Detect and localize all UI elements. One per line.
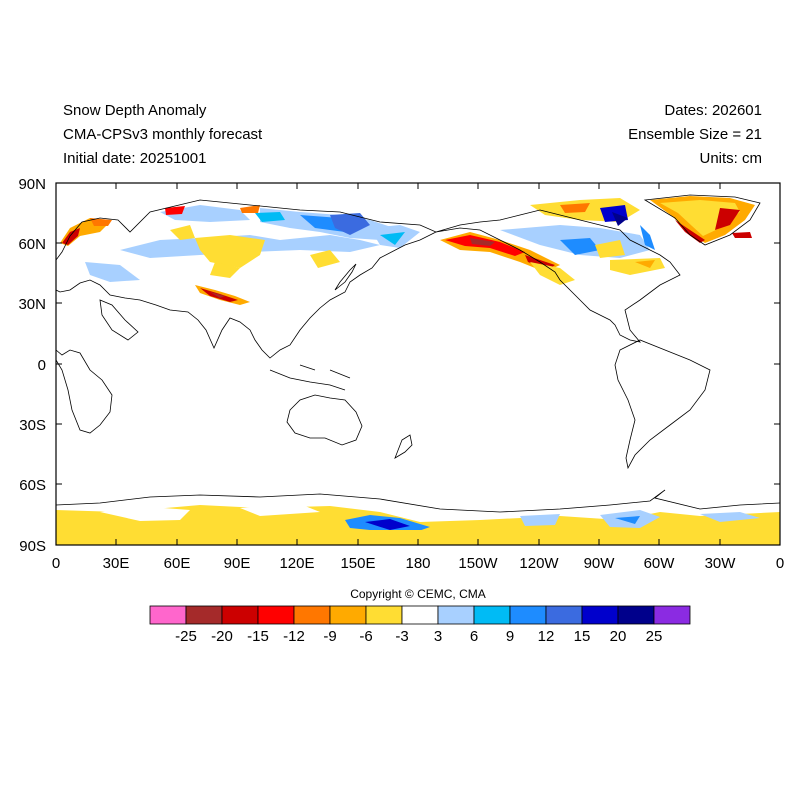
- colorbar-label: 20: [610, 628, 627, 645]
- lon-ticks: [55, 183, 781, 545]
- colorbar-swatch: [365, 605, 403, 625]
- colorbar-label: 9: [506, 628, 514, 645]
- colorbar-swatch: [185, 605, 223, 625]
- colorbar-label: 25: [646, 628, 663, 645]
- colorbar: [149, 605, 691, 625]
- map-frame: [55, 182, 781, 546]
- colorbar-labels: -25 -20 -15 -12 -9 -6 -3 3 6 9 12 15 20 25: [175, 628, 662, 645]
- colorbar-swatch: [401, 605, 439, 625]
- lat-labels: 90N 60N 30N 0 30S 60S 90S: [18, 176, 46, 555]
- lat-label: 30N: [18, 296, 46, 313]
- colorbar-label: 6: [470, 628, 478, 645]
- colorbar-label: -25: [175, 628, 197, 645]
- colorbar-swatch: [221, 605, 259, 625]
- lat-label: 90N: [18, 176, 46, 193]
- model-name: CMA-CPSv3 monthly forecast: [63, 126, 263, 143]
- ensemble-size: Ensemble Size = 21: [628, 126, 762, 143]
- colorbar-label: 3: [434, 628, 442, 645]
- lon-label: 0: [52, 555, 60, 572]
- coastlines: [56, 194, 780, 513]
- lon-label: 120E: [279, 555, 314, 572]
- lon-label: 30W: [705, 555, 737, 572]
- header-left: Snow Depth Anomaly CMA-CPSv3 monthly for…: [63, 99, 262, 171]
- forecast-dates: Dates: 202601: [664, 102, 762, 119]
- lat-label: 90S: [19, 538, 46, 555]
- colorbar-swatch: [329, 605, 367, 625]
- colorbar-label: -15: [247, 628, 269, 645]
- colorbar-label: -6: [359, 628, 372, 645]
- colorbar-swatch: [437, 605, 475, 625]
- colorbar-swatch: [617, 605, 655, 625]
- colorbar-swatch: [545, 605, 583, 625]
- lat-label: 60N: [18, 236, 46, 253]
- units-label: Units: cm: [699, 150, 762, 167]
- initial-date: Initial date: 20251001: [63, 150, 207, 167]
- lat-label: 0: [38, 357, 46, 374]
- colorbar-label: -20: [211, 628, 233, 645]
- map-area: [56, 194, 780, 545]
- colorbar-swatch: [653, 605, 691, 625]
- colorbar-swatch: [149, 605, 187, 625]
- lon-label: 60W: [644, 555, 676, 572]
- colorbar-label: -9: [323, 628, 336, 645]
- colorbar-swatch: [293, 605, 331, 625]
- colorbar-label: -3: [395, 628, 408, 645]
- lon-label: 60E: [164, 555, 191, 572]
- colorbar-label: 15: [574, 628, 591, 645]
- colorbar-swatch: [473, 605, 511, 625]
- lon-label: 30E: [103, 555, 130, 572]
- lat-label: 30S: [19, 417, 46, 434]
- colorbar-label: -12: [283, 628, 305, 645]
- copyright: Copyright © CEMC, CMA: [350, 587, 486, 601]
- lon-label: 150W: [458, 555, 498, 572]
- lon-label: 0: [776, 555, 784, 572]
- lon-label: 150E: [340, 555, 375, 572]
- map-title: Snow Depth Anomaly: [63, 102, 207, 119]
- lon-label: 90W: [584, 555, 616, 572]
- lon-label: 90E: [224, 555, 251, 572]
- lat-label: 60S: [19, 477, 46, 494]
- lon-labels: 0 30E 60E 90E 120E 150E 180 150W 120W 90…: [52, 555, 784, 572]
- header-right: Dates: 202601 Ensemble Size = 21 Units: …: [628, 99, 762, 171]
- lon-label: 180: [405, 555, 430, 572]
- lon-label: 120W: [519, 555, 559, 572]
- colorbar-swatch: [581, 605, 619, 625]
- colorbar-swatch: [509, 605, 547, 625]
- northern-anomaly: [60, 196, 755, 305]
- lat-ticks: [56, 182, 780, 546]
- colorbar-label: 12: [538, 628, 555, 645]
- colorbar-swatch: [257, 605, 295, 625]
